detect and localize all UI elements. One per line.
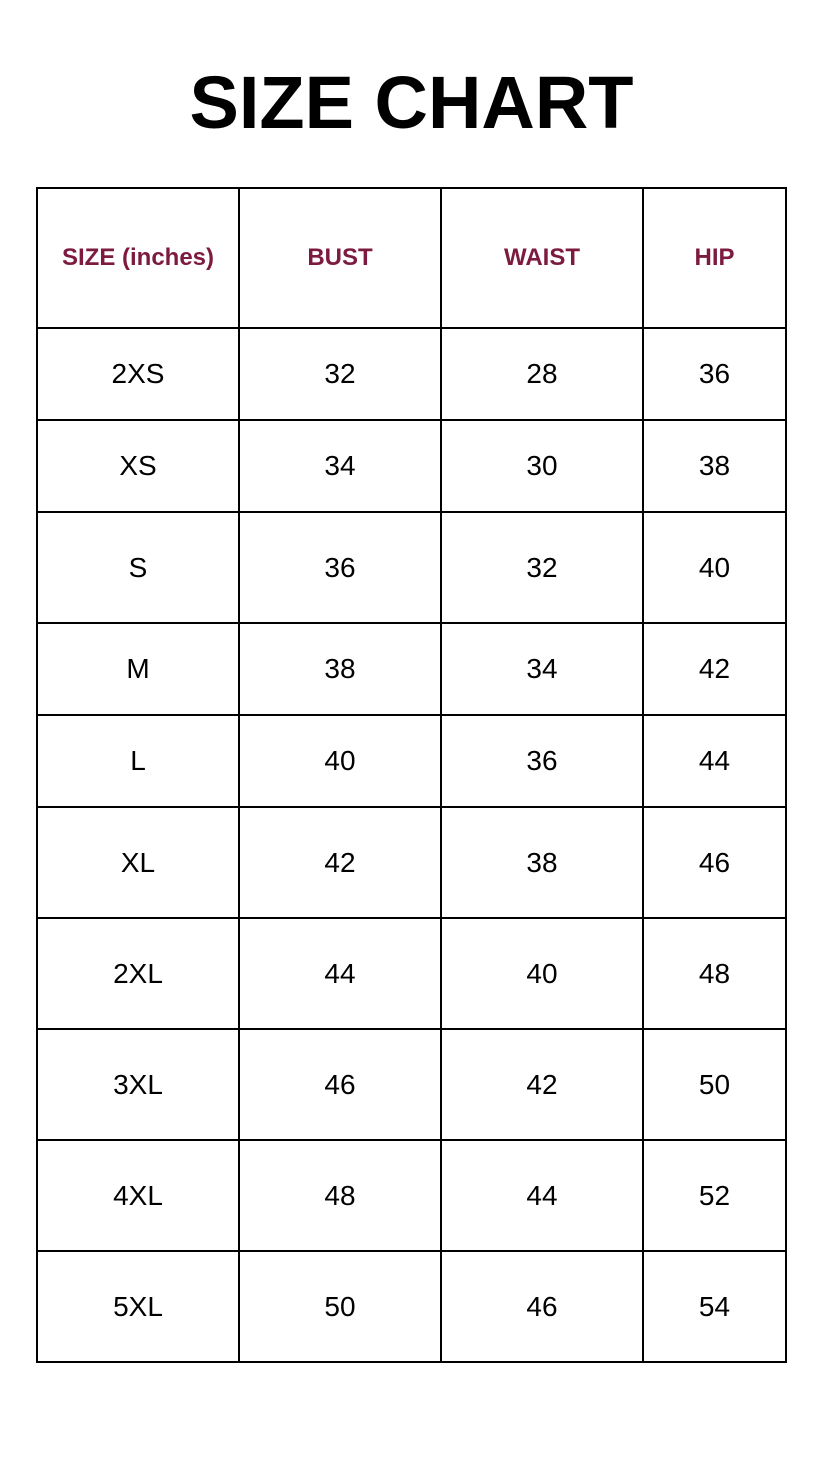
- cell-hip: 52: [642, 1139, 787, 1252]
- column-header-bust: BUST: [238, 187, 442, 329]
- column-header-hip: HIP: [642, 187, 787, 329]
- table-row: 2XS 32 28 36: [36, 327, 787, 421]
- cell-hip: 36: [642, 327, 787, 421]
- cell-hip: 54: [642, 1250, 787, 1363]
- cell-size: 4XL: [36, 1139, 240, 1252]
- cell-bust: 44: [238, 917, 442, 1030]
- column-header-size: SIZE (inches): [36, 187, 240, 329]
- cell-size: S: [36, 511, 240, 624]
- cell-hip: 44: [642, 714, 787, 808]
- cell-bust: 46: [238, 1028, 442, 1141]
- cell-size: 2XL: [36, 917, 240, 1030]
- cell-waist: 40: [440, 917, 644, 1030]
- cell-hip: 42: [642, 622, 787, 716]
- cell-size: 2XS: [36, 327, 240, 421]
- cell-hip: 48: [642, 917, 787, 1030]
- cell-waist: 32: [440, 511, 644, 624]
- cell-hip: 40: [642, 511, 787, 624]
- table-row: 5XL 50 46 54: [36, 1250, 787, 1363]
- table-row: L 40 36 44: [36, 714, 787, 808]
- cell-hip: 38: [642, 419, 787, 513]
- cell-bust: 42: [238, 806, 442, 919]
- cell-size: 5XL: [36, 1250, 240, 1363]
- table-row: XS 34 30 38: [36, 419, 787, 513]
- cell-bust: 40: [238, 714, 442, 808]
- cell-hip: 46: [642, 806, 787, 919]
- cell-size: M: [36, 622, 240, 716]
- cell-bust: 38: [238, 622, 442, 716]
- cell-size: 3XL: [36, 1028, 240, 1141]
- cell-bust: 48: [238, 1139, 442, 1252]
- table-row: XL 42 38 46: [36, 806, 787, 919]
- page-title: SIZE CHART: [189, 61, 634, 144]
- table-row: M 38 34 42: [36, 622, 787, 716]
- cell-waist: 42: [440, 1028, 644, 1141]
- cell-waist: 38: [440, 806, 644, 919]
- table-row: 3XL 46 42 50: [36, 1028, 787, 1141]
- cell-bust: 34: [238, 419, 442, 513]
- table-row: 4XL 48 44 52: [36, 1139, 787, 1252]
- table-row: 2XL 44 40 48: [36, 917, 787, 1030]
- cell-waist: 34: [440, 622, 644, 716]
- cell-waist: 36: [440, 714, 644, 808]
- cell-waist: 30: [440, 419, 644, 513]
- cell-bust: 36: [238, 511, 442, 624]
- cell-waist: 46: [440, 1250, 644, 1363]
- cell-waist: 44: [440, 1139, 644, 1252]
- table-header-row: SIZE (inches) BUST WAIST HIP: [36, 187, 787, 329]
- size-chart-table: SIZE (inches) BUST WAIST HIP 2XS 32 28 36 XS…: [36, 187, 787, 1363]
- column-header-waist: WAIST: [440, 187, 644, 329]
- cell-size: XL: [36, 806, 240, 919]
- cell-waist: 28: [440, 327, 644, 421]
- table-row: S 36 32 40: [36, 511, 787, 624]
- cell-size: L: [36, 714, 240, 808]
- cell-bust: 32: [238, 327, 442, 421]
- cell-bust: 50: [238, 1250, 442, 1363]
- cell-hip: 50: [642, 1028, 787, 1141]
- cell-size: XS: [36, 419, 240, 513]
